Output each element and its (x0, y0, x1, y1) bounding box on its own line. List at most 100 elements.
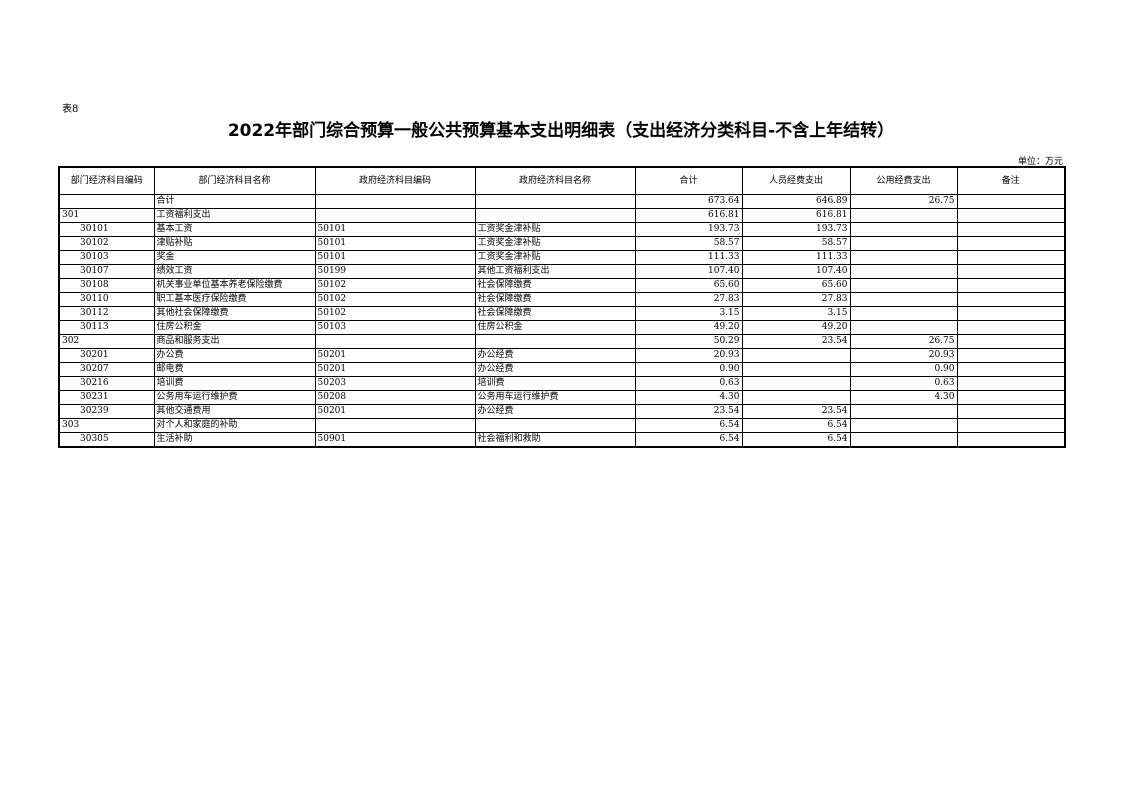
cell-public (849, 222, 958, 237)
cell-total: 49.20 (634, 320, 743, 335)
cell-personnel: 65.60 (741, 278, 851, 293)
cell-gov-code (314, 194, 476, 209)
page-title: 2022年部门综合预算一般公共预算基本支出明细表（支出经济分类科目-不含上年结转… (227, 121, 895, 141)
header-public: 公用经费支出 (849, 166, 958, 195)
cell-dept-code: 30112 (58, 306, 155, 321)
table-row: 303 对个人和家庭的补助 6.54 6.54 (58, 418, 1066, 433)
cell-total: 50.29 (634, 334, 743, 349)
cell-dept-name: 对个人和家庭的补助 (153, 418, 316, 433)
cell-gov-name: 办公经费 (474, 348, 636, 363)
cell-dept-name: 办公费 (153, 348, 316, 363)
cell-gov-name (474, 418, 636, 433)
cell-personnel: 27.83 (741, 292, 851, 307)
cell-gov-code: 50199 (314, 264, 476, 279)
cell-gov-name (474, 208, 636, 223)
table-row: 301 工资福利支出 616.81 616.81 (58, 208, 1066, 223)
table-row: 30305 生活补助 50901 社会福利和救助 6.54 6.54 (58, 432, 1066, 448)
table-row: 30110 职工基本医疗保险缴费 50102 社会保障缴费 27.83 27.83 (58, 292, 1066, 307)
cell-remark (956, 390, 1066, 405)
cell-dept-code: 30103 (58, 250, 155, 265)
cell-dept-code: 30108 (58, 278, 155, 293)
table-row: 30239 其他交通费用 50201 办公经费 23.54 23.54 (58, 404, 1066, 419)
cell-public (849, 432, 958, 448)
cell-public (849, 404, 958, 419)
cell-gov-name: 社会保障缴费 (474, 292, 636, 307)
cell-remark (956, 348, 1066, 363)
cell-gov-code: 50102 (314, 292, 476, 307)
table-row: 30216 培训费 50203 培训费 0.63 0.63 (58, 376, 1066, 391)
cell-dept-name: 邮电费 (153, 362, 316, 377)
table-row: 30201 办公费 50201 办公经费 20.93 20.93 (58, 348, 1066, 363)
cell-total: 4.30 (634, 390, 743, 405)
cell-dept-name: 奖金 (153, 250, 316, 265)
table-row: 合计 673.64 646.89 26.75 (58, 194, 1066, 209)
cell-remark (956, 432, 1066, 448)
cell-personnel: 193.73 (741, 222, 851, 237)
cell-gov-name: 办公经费 (474, 404, 636, 419)
cell-public (849, 306, 958, 321)
cell-gov-name: 工资奖金津补贴 (474, 236, 636, 251)
cell-dept-name: 公务用车运行维护费 (153, 390, 316, 405)
cell-gov-name: 办公经费 (474, 362, 636, 377)
cell-personnel: 3.15 (741, 306, 851, 321)
cell-dept-name: 绩效工资 (153, 264, 316, 279)
cell-dept-code: 30207 (58, 362, 155, 377)
cell-total: 20.93 (634, 348, 743, 363)
table-row: 30101 基本工资 50101 工资奖金津补贴 193.73 193.73 (58, 222, 1066, 237)
cell-dept-name: 合计 (153, 194, 316, 209)
cell-public (849, 320, 958, 335)
cell-total: 0.63 (634, 376, 743, 391)
cell-gov-name: 社会保障缴费 (474, 278, 636, 293)
cell-gov-code: 50101 (314, 222, 476, 237)
cell-dept-name: 商品和服务支出 (153, 334, 316, 349)
cell-personnel: 23.54 (741, 334, 851, 349)
table-body: 合计 673.64 646.89 26.75 301 工资福利支出 616.81 616.81… (58, 194, 1066, 448)
cell-remark (956, 334, 1066, 349)
cell-gov-code (314, 334, 476, 349)
budget-table: 部门经济科目编码 部门经济科目名称 政府经济科目编码 政府经济科目名称 合计 人员经费支出… (58, 166, 1066, 448)
cell-total: 107.40 (634, 264, 743, 279)
table-row: 30112 其他社会保障缴费 50102 社会保障缴费 3.15 3.15 (58, 306, 1066, 321)
cell-total: 673.64 (634, 194, 743, 209)
cell-gov-code: 50201 (314, 362, 476, 377)
header-total: 合计 (634, 166, 743, 195)
cell-remark (956, 222, 1066, 237)
cell-dept-code: 30102 (58, 236, 155, 251)
cell-dept-code: 30110 (58, 292, 155, 307)
cell-dept-name: 住房公积金 (153, 320, 316, 335)
table-row: 30103 奖金 50101 工资奖金津补贴 111.33 111.33 (58, 250, 1066, 265)
cell-gov-name: 工资奖金津补贴 (474, 250, 636, 265)
cell-personnel (741, 390, 851, 405)
cell-total: 65.60 (634, 278, 743, 293)
table-row: 30107 绩效工资 50199 其他工资福利支出 107.40 107.40 (58, 264, 1066, 279)
cell-dept-code (58, 194, 155, 209)
cell-remark (956, 250, 1066, 265)
cell-dept-code: 30107 (58, 264, 155, 279)
cell-dept-code: 301 (58, 208, 155, 223)
cell-public: 20.93 (849, 348, 958, 363)
cell-gov-code: 50101 (314, 236, 476, 251)
table-row: 30108 机关事业单位基本养老保险缴费 50102 社会保障缴费 65.60 65.60 (58, 278, 1066, 293)
cell-gov-code: 50103 (314, 320, 476, 335)
cell-remark (956, 306, 1066, 321)
table-row: 302 商品和服务支出 50.29 23.54 26.75 (58, 334, 1066, 349)
cell-dept-code: 302 (58, 334, 155, 349)
cell-total: 111.33 (634, 250, 743, 265)
table-row: 30102 津贴补贴 50101 工资奖金津补贴 58.57 58.57 (58, 236, 1066, 251)
cell-gov-name: 培训费 (474, 376, 636, 391)
cell-total: 3.15 (634, 306, 743, 321)
cell-public: 4.30 (849, 390, 958, 405)
cell-total: 193.73 (634, 222, 743, 237)
cell-personnel: 49.20 (741, 320, 851, 335)
cell-personnel (741, 376, 851, 391)
cell-public (849, 418, 958, 433)
header-dept-name: 部门经济科目名称 (153, 166, 316, 195)
cell-remark (956, 236, 1066, 251)
cell-remark (956, 404, 1066, 419)
cell-dept-name: 津贴补贴 (153, 236, 316, 251)
cell-personnel: 6.54 (741, 432, 851, 448)
table-row: 30231 公务用车运行维护费 50208 公务用车运行维护费 4.30 4.30 (58, 390, 1066, 405)
cell-dept-code: 303 (58, 418, 155, 433)
cell-gov-code: 50203 (314, 376, 476, 391)
cell-dept-code: 30216 (58, 376, 155, 391)
